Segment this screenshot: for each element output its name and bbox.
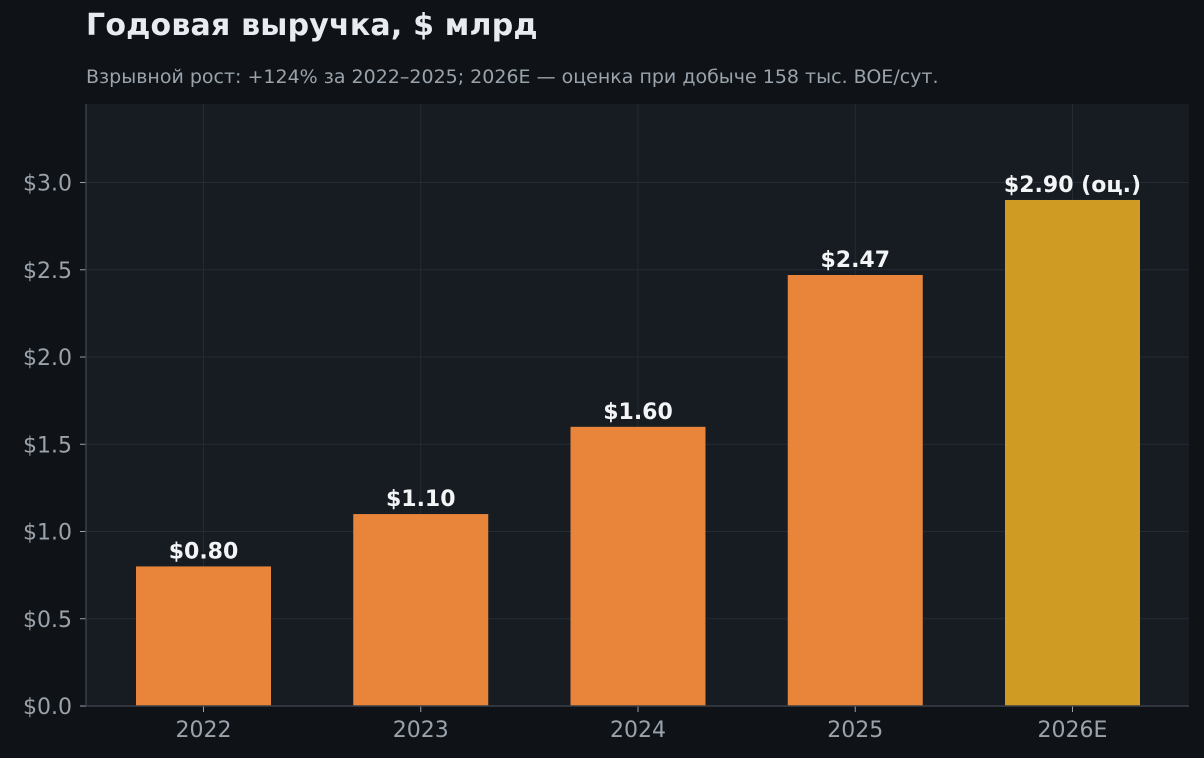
x-tick-label: 2025 — [827, 718, 883, 743]
bar-value-label: $1.60 — [603, 400, 673, 425]
y-tick-label: $1.5 — [23, 433, 72, 458]
bar-value-label: $0.80 — [169, 539, 239, 564]
y-tick-label: $2.0 — [23, 346, 72, 371]
bar-2023 — [353, 514, 489, 706]
x-tick-label: 2026E — [1038, 718, 1108, 743]
y-tick-label: $0.5 — [23, 608, 72, 633]
bar-2022 — [136, 566, 271, 706]
bar-2025 — [787, 275, 923, 706]
bar-2026E — [1005, 199, 1140, 706]
bar-value-label: $2.47 — [820, 248, 890, 273]
bar-2024 — [570, 426, 706, 706]
bar-value-label: $1.10 — [386, 487, 456, 512]
data-labels: $0.80 $1.10 $1.60 $2.47 $2.90 (оц.) — [169, 173, 1141, 564]
x-tick-label: 2024 — [610, 718, 666, 743]
x-tick-label: 2022 — [176, 718, 232, 743]
y-tick-label: $1.0 — [23, 521, 72, 546]
x-tick-label: 2023 — [393, 718, 449, 743]
y-tick-label: $3.0 — [23, 172, 72, 197]
bar-value-label: $2.90 (оц.) — [1004, 173, 1141, 198]
bars — [136, 199, 1140, 706]
y-tick-label: $2.5 — [23, 259, 72, 284]
axes: $0.0 $0.5 $1.0 $1.5 $2.0 $2.5 $3.0 2022 2023 2024… — [23, 104, 1189, 743]
y-tick-label: $0.0 — [23, 695, 72, 720]
chart-title: Годовая выручка, $ млрд — [86, 8, 538, 43]
chart-subtitle: Взрывной рост: +124% за 2022–2025; 2026E… — [86, 66, 939, 88]
